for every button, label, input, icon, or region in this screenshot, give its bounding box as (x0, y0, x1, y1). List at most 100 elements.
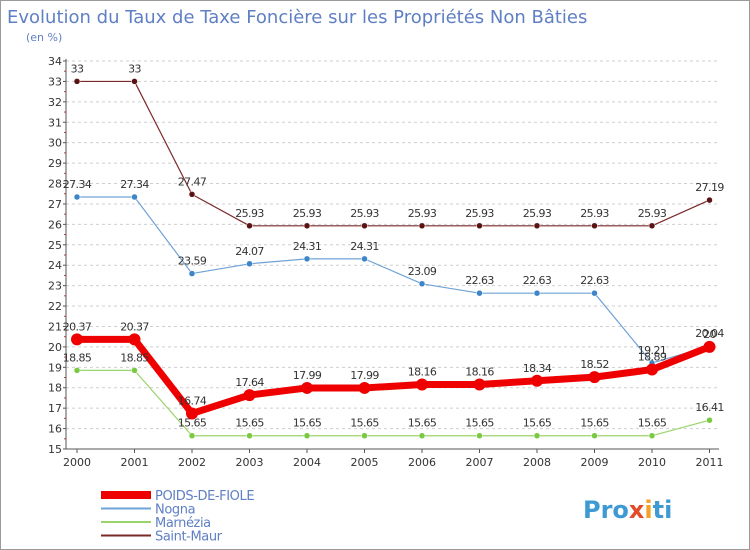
data-point (361, 432, 368, 439)
logo-part-x: x (629, 496, 645, 524)
x-tick-label: 2008 (523, 456, 551, 469)
y-tick-label: 18 (48, 382, 62, 395)
legend-label: Marnézia (155, 516, 211, 531)
data-point (533, 289, 541, 297)
data-point (246, 260, 253, 268)
data-label: 15.65 (350, 417, 379, 430)
x-tick-label: 2000 (63, 456, 91, 469)
x-tick-label: 2002 (178, 456, 206, 469)
data-point (301, 381, 313, 394)
chart-title: Evolution du Taux de Taxe Foncière sur l… (7, 7, 587, 28)
logo-part-i: i (644, 496, 652, 524)
data-point (473, 378, 486, 391)
data-label: 20.37 (63, 320, 92, 333)
legend-label: Nogna (155, 503, 195, 518)
data-label: 15.65 (580, 417, 609, 430)
data-point (706, 416, 713, 424)
data-label: 15.65 (638, 417, 667, 430)
data-point (533, 432, 541, 439)
data-point (591, 222, 598, 230)
y-tick-label: 22 (48, 300, 62, 313)
data-label: 18.34 (523, 362, 552, 375)
y-tick-label: 24 (48, 259, 62, 272)
data-point (646, 363, 658, 376)
axis-layer: 15 16 17 18 19 20 21 22 23 24 25 26 27 28 29 30 31 32 33 34… (48, 55, 724, 469)
data-label: 18.16 (465, 365, 494, 378)
series-line-saint-maur (76, 80, 711, 227)
data-label: 24.31 (350, 240, 379, 253)
data-label: 24.07 (235, 245, 264, 258)
data-point (303, 255, 311, 263)
data-label: 25.93 (580, 207, 609, 220)
data-point (71, 333, 83, 346)
data-point (418, 432, 426, 439)
data-label: 15.65 (465, 417, 494, 430)
y-tick-label: 16 (48, 423, 62, 436)
data-point (648, 432, 656, 439)
data-label: 25.93 (235, 207, 264, 220)
y-tick-label: 28 (48, 178, 62, 191)
data-label: 17.64 (235, 376, 264, 389)
data-label: 27.34 (63, 178, 92, 191)
data-label: 15.65 (293, 417, 322, 430)
chart-subtitle: (en %) (26, 31, 62, 44)
data-point (188, 432, 196, 439)
proxiti-logo: Proxiti (583, 496, 672, 524)
data-point (476, 432, 483, 439)
x-tick-label: 2011 (696, 456, 724, 469)
data-point (186, 407, 198, 420)
data-label: 25.93 (638, 207, 667, 220)
data-label: 25.93 (465, 207, 494, 220)
data-label: 15.65 (235, 417, 264, 430)
logo-part-ti: ti (653, 496, 673, 524)
x-tick-label: 2001 (121, 456, 149, 469)
y-tick-label: 21 (48, 320, 62, 333)
data-label: 27.19 (695, 181, 724, 194)
data-point (73, 78, 81, 85)
data-label: 16.41 (695, 401, 724, 414)
data-point (418, 222, 426, 230)
data-point (131, 367, 138, 374)
data-label: 15.65 (523, 417, 552, 430)
y-tick-label: 23 (48, 280, 62, 293)
data-point (476, 289, 483, 297)
data-label: 24.31 (293, 240, 322, 253)
data-label: 18.85 (63, 351, 92, 364)
x-tick-label: 2006 (408, 456, 436, 469)
data-point (361, 255, 368, 263)
data-label-layer: 33 33 27.47 25.93 25.93 25.93 25.93 25.93 25.93 2… (63, 62, 725, 429)
data-point (706, 196, 713, 204)
data-point (73, 367, 81, 374)
data-label: 16.74 (178, 394, 207, 407)
data-label: 20.04 (695, 327, 724, 340)
data-label: 25.93 (293, 207, 322, 220)
data-label: 18.89 (638, 351, 667, 364)
data-label: 18.52 (580, 358, 609, 371)
data-point (358, 381, 371, 394)
y-tick-label: 26 (48, 218, 62, 231)
y-tick-label: 32 (48, 96, 62, 109)
x-tick-label: 2009 (581, 456, 609, 469)
y-tick-label: 20 (48, 341, 62, 354)
data-point (303, 432, 311, 439)
y-tick-label: 31 (48, 116, 62, 129)
data-point (648, 222, 656, 230)
data-point (476, 222, 483, 230)
data-label: 15.65 (178, 417, 207, 430)
data-label: 25.93 (350, 207, 379, 220)
data-point (361, 222, 368, 230)
data-label: 18.16 (408, 365, 437, 378)
legend-label: POIDS-DE-FIOLE (155, 489, 254, 504)
x-tick-label: 2007 (466, 456, 494, 469)
data-label: 25.93 (523, 207, 552, 220)
data-label: 20 (703, 328, 716, 341)
data-point (246, 222, 253, 230)
series-layer (71, 78, 716, 439)
grid-layer (66, 60, 719, 450)
data-label: 27.47 (178, 175, 207, 188)
data-label: 17.99 (350, 369, 379, 382)
data-point (243, 389, 256, 402)
x-tick-label: 2003 (236, 456, 264, 469)
series-line-marnézia (76, 369, 711, 437)
